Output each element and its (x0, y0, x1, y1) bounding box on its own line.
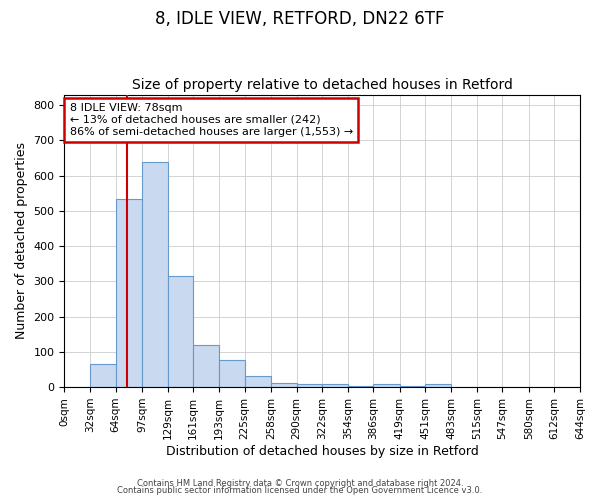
Bar (348, 386, 373, 387)
Bar (271, 382, 296, 387)
Bar (142, 162, 167, 387)
Text: 8, IDLE VIEW, RETFORD, DN22 6TF: 8, IDLE VIEW, RETFORD, DN22 6TF (155, 10, 445, 28)
Text: Contains public sector information licensed under the Open Government Licence v3: Contains public sector information licen… (118, 486, 482, 495)
Bar (167, 276, 193, 387)
Title: Size of property relative to detached houses in Retford: Size of property relative to detached ho… (132, 78, 512, 92)
Bar (90, 364, 116, 387)
Bar (219, 360, 245, 387)
Bar (322, 384, 348, 387)
Bar (245, 376, 271, 387)
Bar (193, 345, 219, 387)
Y-axis label: Number of detached properties: Number of detached properties (15, 142, 28, 340)
Bar (296, 384, 322, 387)
Text: 8 IDLE VIEW: 78sqm
← 13% of detached houses are smaller (242)
86% of semi-detach: 8 IDLE VIEW: 78sqm ← 13% of detached hou… (70, 104, 353, 136)
Bar (425, 384, 451, 387)
Bar (400, 386, 425, 387)
X-axis label: Distribution of detached houses by size in Retford: Distribution of detached houses by size … (166, 444, 479, 458)
Bar (116, 198, 142, 387)
Bar (373, 384, 400, 387)
Text: Contains HM Land Registry data © Crown copyright and database right 2024.: Contains HM Land Registry data © Crown c… (137, 478, 463, 488)
